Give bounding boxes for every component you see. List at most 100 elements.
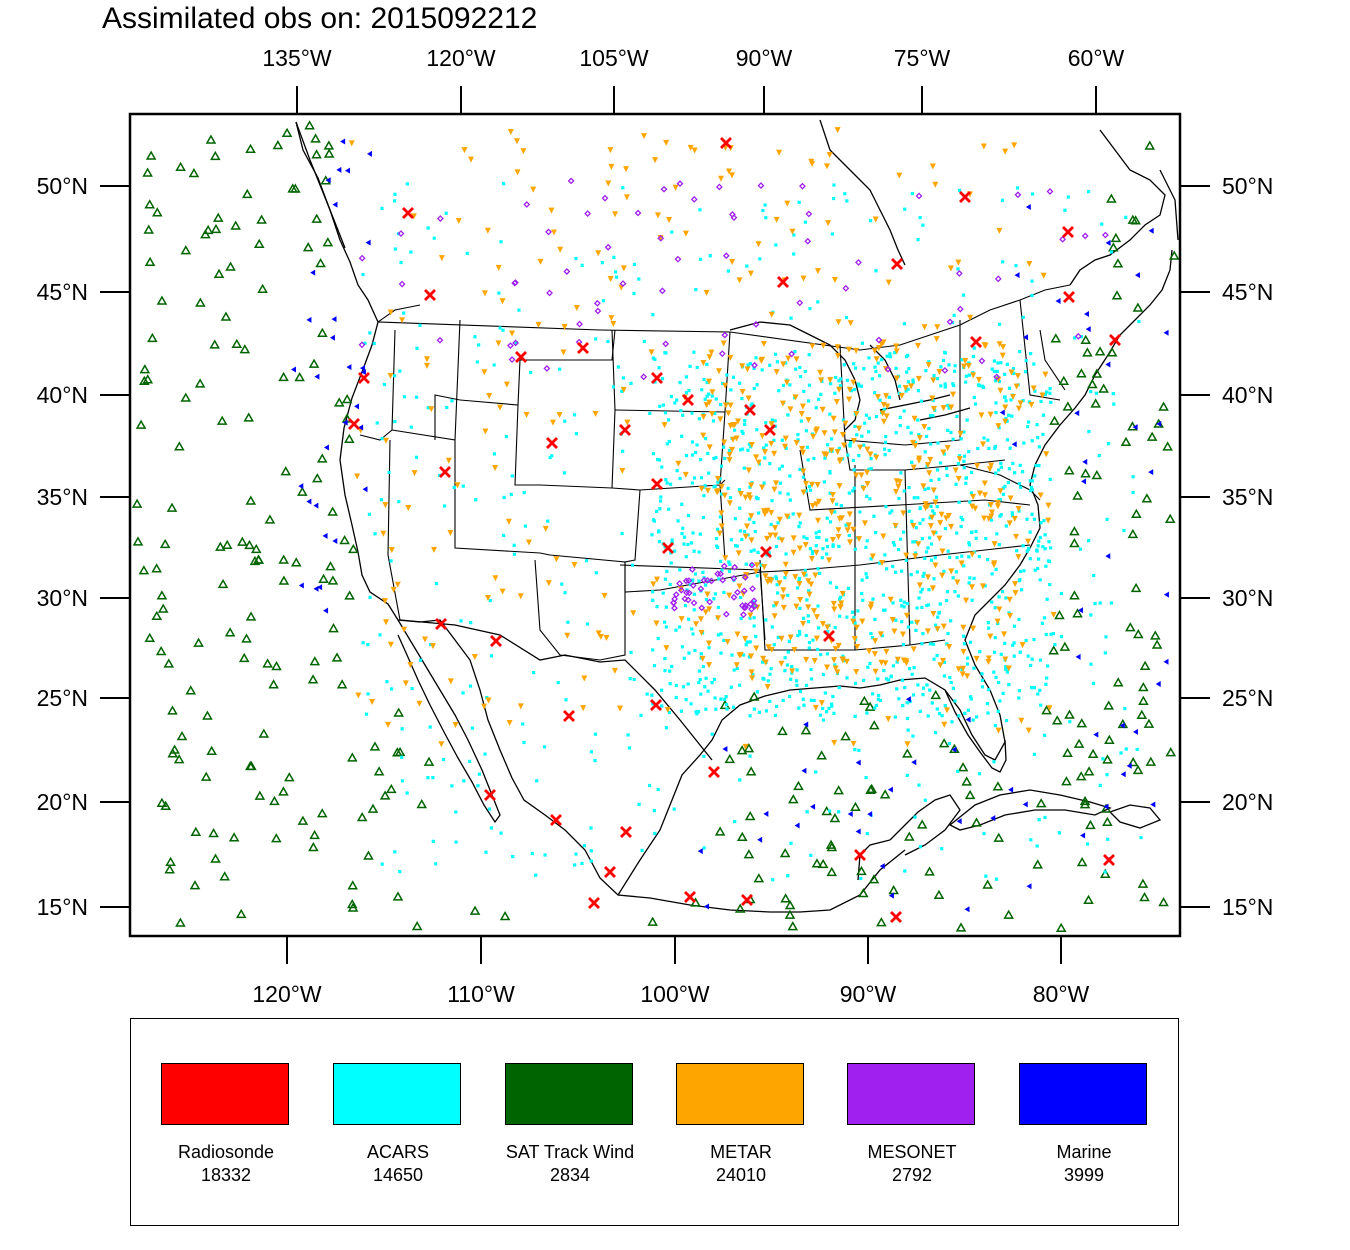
- metar-marker: [698, 485, 705, 492]
- acars-marker: [897, 496, 901, 501]
- metar-marker: [727, 354, 734, 361]
- acars-marker: [980, 685, 985, 689]
- sat-wind-marker: [230, 220, 241, 230]
- metar-marker: [428, 406, 435, 413]
- top-axis-label: 75°W: [894, 45, 951, 71]
- acars-marker: [967, 555, 971, 559]
- metar-marker: [778, 537, 785, 544]
- metar-marker: [962, 358, 969, 365]
- mesonet-marker: [1081, 232, 1089, 240]
- acars-marker: [1011, 643, 1015, 647]
- acars-marker: [949, 619, 953, 623]
- acars-marker: [889, 675, 893, 679]
- sat-wind-marker: [1091, 469, 1103, 480]
- metar-marker: [955, 666, 962, 673]
- mesonet-marker: [717, 570, 724, 578]
- sat-wind-marker: [784, 909, 796, 919]
- acars-marker: [816, 604, 820, 608]
- acars-marker: [906, 353, 910, 357]
- acars-marker: [876, 697, 880, 701]
- metar-marker: [722, 555, 729, 562]
- acars-marker: [957, 188, 962, 193]
- metar-marker: [820, 342, 827, 349]
- metar-marker: [930, 406, 937, 413]
- legend-label: METAR: [710, 1142, 772, 1162]
- metar-marker: [742, 743, 749, 750]
- acars-marker: [894, 618, 898, 622]
- acars-marker: [738, 448, 743, 452]
- metar-marker: [641, 133, 648, 140]
- acars-marker: [688, 583, 692, 587]
- acars-marker: [890, 509, 894, 513]
- metar-marker: [742, 494, 749, 501]
- acars-marker: [749, 445, 753, 449]
- acars-marker: [762, 481, 766, 485]
- acars-marker: [773, 352, 778, 356]
- acars-marker: [778, 491, 782, 495]
- acars-marker: [409, 425, 413, 429]
- bottom-axis-labels: 120°W 110°W 100°W 90°W 80°W: [252, 981, 1089, 1007]
- acars-marker: [887, 448, 891, 453]
- acars-marker: [1085, 842, 1090, 846]
- metar-marker: [779, 400, 786, 407]
- acars-marker: [1048, 583, 1052, 587]
- acars-marker: [693, 572, 698, 576]
- acars-marker: [900, 620, 904, 624]
- acars-marker: [712, 597, 716, 601]
- metar-marker: [850, 438, 857, 445]
- metar-marker: [792, 394, 799, 401]
- acars-marker: [994, 567, 998, 571]
- sat-wind-marker: [245, 495, 257, 505]
- metar-marker: [842, 420, 849, 427]
- acars-marker: [793, 350, 797, 354]
- acars-marker: [796, 586, 800, 590]
- acars-marker: [589, 849, 593, 853]
- acars-marker: [1000, 590, 1005, 594]
- acars-marker: [905, 370, 909, 374]
- acars-marker: [380, 206, 384, 210]
- acars-marker: [785, 663, 790, 667]
- acars-marker: [489, 654, 494, 658]
- metar-marker: [912, 442, 919, 449]
- acars-marker: [755, 428, 759, 432]
- sat-wind-marker: [1069, 538, 1080, 548]
- metar-marker: [447, 678, 454, 685]
- acars-marker: [703, 484, 707, 488]
- acars-marker: [888, 511, 892, 515]
- metar-marker: [844, 527, 851, 534]
- metar-marker: [826, 557, 833, 564]
- acars-marker: [905, 773, 909, 777]
- sat-wind-marker: [245, 760, 256, 771]
- metar-marker: [623, 166, 630, 173]
- acars-marker: [937, 712, 942, 716]
- acars-marker: [924, 369, 928, 373]
- metar-marker: [985, 658, 992, 665]
- acars-marker: [1033, 474, 1037, 478]
- metar-marker: [745, 467, 752, 474]
- metar-marker: [811, 657, 818, 664]
- metar-marker: [1050, 611, 1057, 618]
- acars-marker: [823, 456, 827, 460]
- acars-marker: [796, 438, 800, 442]
- radiosonde-marker: [577, 342, 589, 354]
- acars-marker: [1030, 488, 1034, 492]
- acars-marker: [847, 491, 851, 495]
- metar-marker: [867, 451, 874, 458]
- acars-marker: [917, 596, 921, 600]
- top-axis-label: 120°W: [426, 45, 496, 71]
- metar-marker: [944, 445, 951, 452]
- sat-wind-marker: [202, 224, 214, 235]
- acars-marker: [372, 341, 376, 346]
- metar-marker: [845, 346, 852, 353]
- mesonet-marker: [1046, 188, 1054, 195]
- metar-marker: [758, 357, 765, 364]
- acars-marker: [905, 716, 910, 721]
- metar-marker: [1045, 502, 1052, 509]
- acars-marker: [756, 550, 760, 554]
- acars-marker: [704, 676, 708, 680]
- acars-marker: [942, 660, 947, 664]
- metar-marker: [663, 139, 670, 146]
- sat-wind-marker: [208, 828, 219, 838]
- metar-marker: [914, 342, 921, 349]
- sat-wind-marker: [971, 817, 982, 827]
